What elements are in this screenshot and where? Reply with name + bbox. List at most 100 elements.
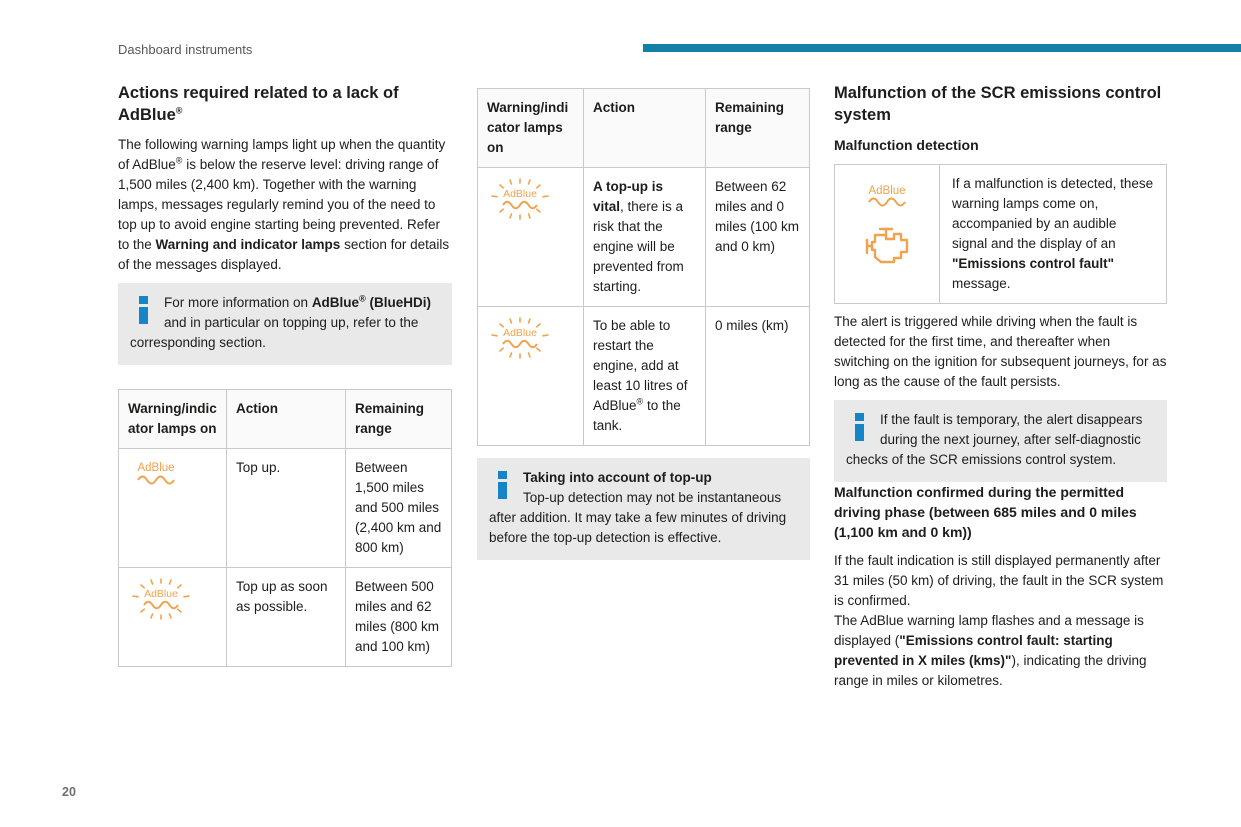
intro-text: The following warning lamps light up whe… — [118, 137, 446, 172]
range-cell: Between 62 miles and 0 miles (100 km and… — [705, 167, 810, 307]
intro-text: section for details of the messages disp… — [118, 237, 450, 272]
info-icon-stem — [498, 482, 507, 499]
adblue-warning-lamp-icon: AdBlue — [137, 462, 175, 485]
info-bold-text: AdBlue — [311, 295, 360, 310]
info-text: If the fault is temporary, the alert dis… — [846, 412, 1143, 467]
intro-paragraph: The following warning lamps light up whe… — [118, 135, 452, 275]
left-column: Actions required related to a lack of Ad… — [118, 82, 452, 667]
adblue-warning-lamp-icon: AdBlue — [868, 185, 906, 207]
adblue-wave — [137, 475, 175, 485]
registered-mark: ® — [636, 396, 644, 407]
adblue-warning-lamp-flashing-icon: AdBlue — [132, 578, 190, 620]
info-icon-dot — [855, 413, 864, 421]
engine-malfunction-icon — [865, 227, 909, 264]
table-header-row: Warning/indicator lamps on Action Remain… — [477, 88, 810, 168]
column-header-lamps: Warning/indicator lamps on — [118, 389, 227, 449]
confirmed-paragraph: If the fault indication is still display… — [834, 551, 1167, 691]
info-icon — [498, 471, 507, 499]
range-cell: 0 miles (km) — [705, 306, 810, 446]
page-number: 20 — [62, 785, 76, 799]
accent-bar — [643, 44, 1241, 52]
column-header-action: Action — [583, 88, 706, 168]
info-icon-dot — [139, 296, 148, 304]
action-cell: Top up as soon as possible. — [226, 567, 346, 667]
adblue-warning-lamp-flashing-icon: AdBlue — [491, 317, 549, 359]
info-text: Top-up detection may not be instantaneou… — [489, 490, 787, 545]
adblue-wave — [143, 600, 179, 610]
info-box-title: Taking into account of top-up — [523, 470, 712, 485]
table-row: AdBlue Top up. Between 1,500 miles and 5… — [118, 448, 452, 568]
info-text: For more information on — [164, 295, 312, 310]
subtitle-malfunction-detection: Malfunction detection — [834, 137, 979, 153]
table-row: AdBlue A top-up is vital, there is a ris… — [477, 167, 810, 307]
table-row: AdBlue Top up as soon as possible. Betwe… — [118, 567, 452, 667]
action-cell: To be able to restart the engine, add at… — [583, 306, 706, 446]
adblue-wave — [868, 197, 906, 207]
paragraph-text: The AdBlue warning lamp flashes and a me… — [834, 613, 1144, 648]
section-title-text: Actions required related to a lack of Ad… — [118, 84, 399, 124]
alert-paragraph: The alert is triggered while driving whe… — [834, 314, 1167, 389]
registered-mark: ® — [359, 293, 366, 304]
info-icon — [139, 296, 148, 324]
column-header-lamps: Warning/indicator lamps on — [477, 88, 584, 168]
registered-mark: ® — [175, 155, 183, 166]
adblue-lamp-label: AdBlue — [144, 588, 178, 600]
lamp-cell: AdBlue — [477, 306, 584, 446]
page-header-label: Dashboard instruments — [118, 42, 253, 57]
adblue-critical-table: Warning/indicator lamps on Action Remain… — [477, 88, 810, 446]
action-cell: A top-up is vital, there is a risk that … — [583, 167, 706, 307]
action-bold-text: A top-up is vital — [593, 179, 663, 214]
action-cell: Top up. — [226, 448, 346, 568]
paragraph-text: If the fault indication is still display… — [834, 553, 1164, 608]
section-title-adblue-lack: Actions required related to a lack of Ad… — [118, 82, 452, 126]
info-icon-stem — [855, 424, 864, 441]
box-text: If a malfunction is detected, these warn… — [952, 176, 1154, 251]
section-title-scr-malfunction: Malfunction of the SCR emissions control… — [834, 84, 1162, 124]
info-icon — [855, 413, 864, 441]
column-header-action: Action — [226, 389, 346, 449]
action-text: To be able to restart the engine, add at… — [593, 318, 688, 413]
flash-rays — [491, 317, 549, 359]
adblue-reserve-table: Warning/indicator lamps on Action Remain… — [118, 389, 452, 667]
box-bold-text: "Emissions control fault" — [952, 256, 1115, 271]
info-icon-stem — [139, 307, 148, 324]
table-row: AdBlue To be able to restart the engine,… — [477, 306, 810, 446]
lamp-cell: AdBlue — [118, 567, 227, 667]
intro-bold-text: Warning and indicator lamps — [155, 237, 341, 252]
flash-rays — [491, 178, 549, 220]
registered-mark: ® — [175, 105, 183, 116]
adblue-lamp-label: AdBlue — [503, 188, 537, 200]
range-cell: Between 1,500 miles and 500 miles (2,400… — [345, 448, 452, 568]
adblue-warning-lamp-flashing-icon: AdBlue — [491, 178, 549, 220]
info-text: and in particular on topping up, refer t… — [130, 315, 419, 350]
column-header-range: Remaining range — [345, 389, 452, 449]
middle-column: Warning/indicator lamps on Action Remain… — [477, 88, 810, 560]
adblue-lamp-label: AdBlue — [503, 327, 537, 339]
range-cell: Between 500 miles and 62 miles (800 km a… — [345, 567, 452, 667]
flash-rays — [132, 578, 190, 620]
column-header-range: Remaining range — [705, 88, 810, 168]
table-header-row: Warning/indicator lamps on Action Remain… — [118, 389, 452, 449]
right-column: Malfunction of the SCR emissions control… — [834, 82, 1167, 699]
paragraph-bold-text: "Emissions control fault: starting preve… — [834, 633, 1113, 668]
subtitle-malfunction-confirmed: Malfunction confirmed during the permitt… — [834, 484, 1137, 540]
info-box-adblue-reference: For more information on AdBlue® (BlueHDi… — [118, 283, 452, 365]
action-text: to the tank. — [593, 398, 681, 433]
lamp-cell: AdBlue — [477, 167, 584, 307]
info-box-temporary-fault: If the fault is temporary, the alert dis… — [834, 400, 1167, 482]
info-icon-dot — [498, 471, 507, 479]
adblue-wave — [502, 339, 538, 349]
action-text: , there is a risk that the engine will b… — [593, 199, 684, 294]
malfunction-lamps-box: AdBlue If a malfunction is detected, the… — [834, 164, 1167, 304]
lamp-cell: AdBlue — [118, 448, 227, 568]
intro-text: is below the reserve level: driving rang… — [118, 157, 440, 252]
adblue-wave — [502, 200, 538, 210]
malfunction-box-text: If a malfunction is detected, these warn… — [940, 165, 1166, 303]
adblue-lamp-label: AdBlue — [868, 185, 905, 197]
engine-body — [870, 232, 909, 264]
info-bold-text: (BlueHDi) — [365, 295, 431, 310]
paragraph-text: ), indicating the driving range in miles… — [834, 653, 1147, 688]
info-box-top-up-detection: Taking into account of top-up Top-up dete… — [477, 458, 810, 560]
box-text: message. — [952, 276, 1011, 291]
lamp-icons-cell: AdBlue — [835, 165, 940, 303]
